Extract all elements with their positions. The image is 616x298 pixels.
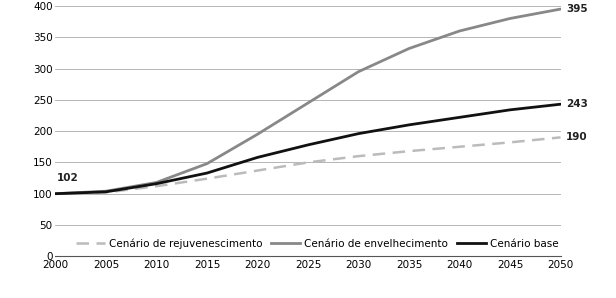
Legend: Cenário de rejuvenescimento, Cenário de envelhecimento, Cenário base: Cenário de rejuvenescimento, Cenário de … [76, 238, 559, 249]
Text: 190: 190 [566, 132, 588, 142]
Text: 243: 243 [566, 99, 588, 109]
Text: 395: 395 [566, 4, 588, 14]
Text: 102: 102 [57, 173, 79, 183]
